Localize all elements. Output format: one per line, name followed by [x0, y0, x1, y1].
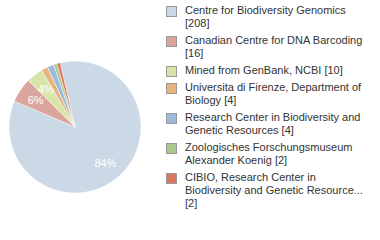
html-text:Zoologisches Forschungsmuseum: Zoologisches Forschungsmuseum Alexander … [185, 141, 353, 166]
html-text:Universita di Firenze, Departm: Universita di Firenze, Department of Bio… [185, 81, 362, 106]
html-text:Centre for Biodiversity Genomi: Centre for Biodiversity Genomics [208] [185, 4, 346, 29]
html-text:Mined from GenBank, NCBI [10]: Mined from GenBank, NCBI [10] [185, 64, 343, 76]
html-text:Canadian Centre for DNA Barcod: Canadian Centre for DNA Barcoding [16] [185, 34, 363, 59]
html-text:CIBIO, Research Center in Biod: CIBIO, Research Center in Biodiversity a… [185, 171, 363, 209]
svg-text:84%: 84% [95, 157, 117, 169]
html-text:Research Center in Biodiversit: Research Center in Biodiversity and Gene… [185, 111, 361, 136]
svg-text:4%: 4% [38, 83, 54, 95]
svg-text:6%: 6% [28, 94, 44, 106]
